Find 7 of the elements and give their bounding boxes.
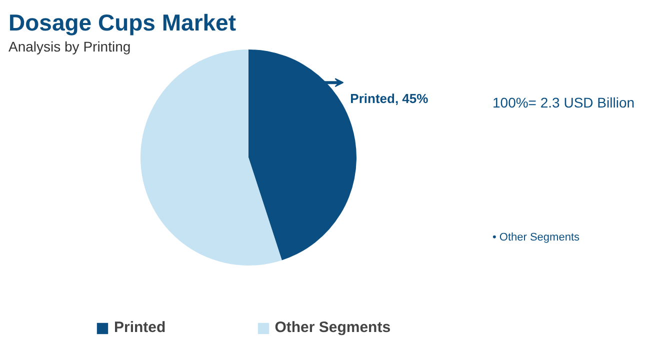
chart-title: Dosage Cups Market [8, 10, 236, 36]
text: • Other Segments [492, 232, 580, 244]
data-label: Printed, 45% [350, 91, 429, 106]
legend-label: Other Segments [274, 319, 391, 336]
text: 100%= 2.3 USD Billion [492, 94, 635, 110]
chart-subtitle: Analysis by Printing [8, 38, 131, 54]
legend-label: Printed [114, 319, 166, 336]
